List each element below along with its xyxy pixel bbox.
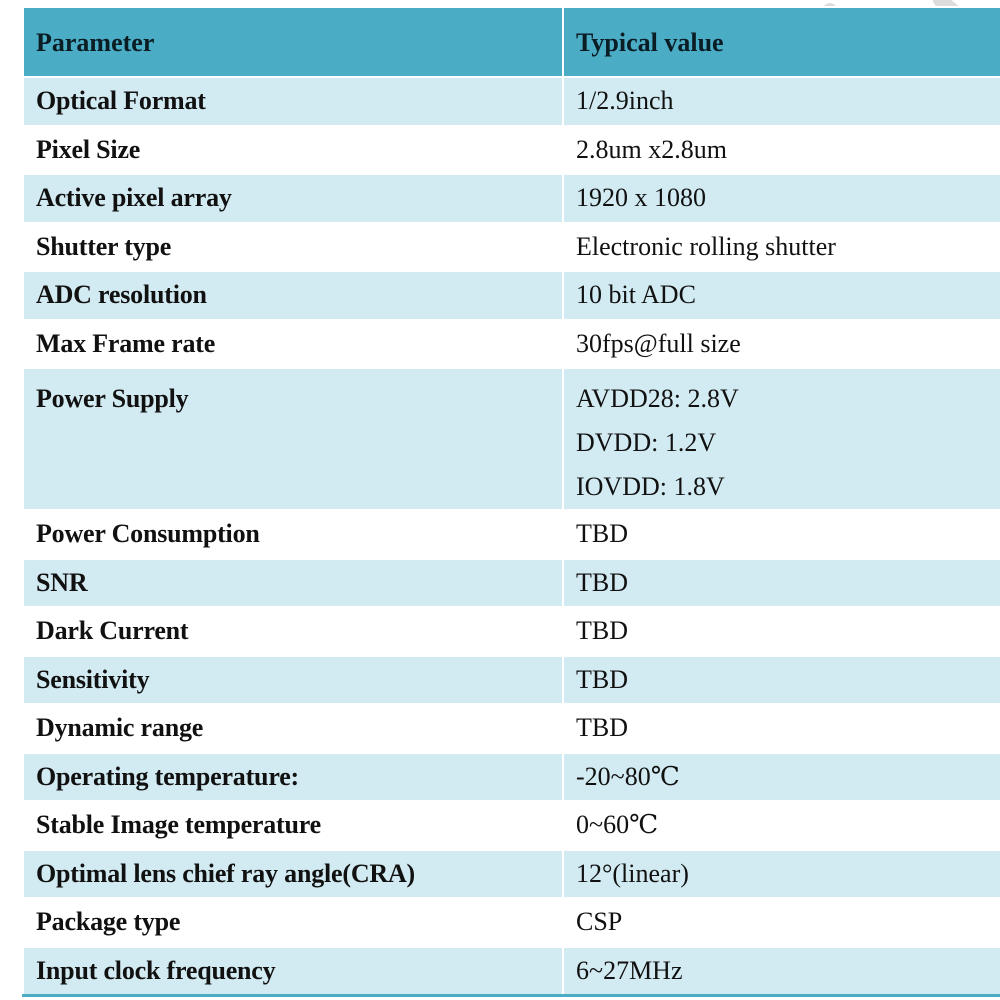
table-row: Dark Current TBD: [22, 606, 1000, 657]
table-row: Operating temperature: -20~80℃: [22, 751, 1000, 802]
row-value: TBD: [562, 703, 1000, 754]
row-value: -20~80℃: [562, 751, 1000, 802]
power-supply-label: Power Supply: [36, 384, 189, 413]
row-parameter: Active pixel array: [22, 173, 564, 224]
table-row-power-supply: Power Supply AVDD28: 2.8V DVDD: 1.2V IOV…: [22, 367, 1000, 511]
row-value: 10 bit ADC: [562, 270, 1000, 321]
header-typical-value: Typical value: [562, 6, 1000, 78]
row-value: 2.8um x2.8um: [562, 124, 1000, 175]
row-parameter: SNR: [22, 557, 564, 608]
table-row: Max Frame rate 30fps@full size: [22, 318, 1000, 369]
row-value: Electronic rolling shutter: [562, 221, 1000, 272]
table-row: Package type CSP: [22, 897, 1000, 948]
row-parameter: Stable Image temperature: [22, 800, 564, 851]
row-value: 1/2.9inch: [562, 76, 1000, 127]
row-value: AVDD28: 2.8V DVDD: 1.2V IOVDD: 1.8V: [562, 367, 1000, 511]
row-value: 30fps@full size: [562, 318, 1000, 369]
header-parameter: Parameter: [22, 6, 564, 78]
row-parameter: Power Supply: [22, 367, 564, 511]
table-row: Optical Format 1/2.9inch: [22, 76, 1000, 127]
table-row: ADC resolution 10 bit ADC: [22, 270, 1000, 321]
table-row: Power Consumption TBD: [22, 509, 1000, 560]
row-parameter: Optical Format: [22, 76, 564, 127]
row-value: TBD: [562, 606, 1000, 657]
row-value: 12°(linear): [562, 848, 1000, 899]
row-value: TBD: [562, 509, 1000, 560]
row-parameter: Package type: [22, 897, 564, 948]
row-parameter: ADC resolution: [22, 270, 564, 321]
table-row: Shutter type Electronic rolling shutter: [22, 221, 1000, 272]
row-parameter: Power Consumption: [22, 509, 564, 560]
row-value: 0~60℃: [562, 800, 1000, 851]
table-row: Active pixel array 1920 x 1080: [22, 173, 1000, 224]
table-row: Optimal lens chief ray angle(CRA) 12°(li…: [22, 848, 1000, 899]
table-header-row: Parameter Typical value: [22, 6, 1000, 78]
row-value: CSP: [562, 897, 1000, 948]
power-supply-avdd: AVDD28: 2.8V: [576, 384, 739, 413]
table-row: Input clock frequency 6~27MHz: [22, 945, 1000, 997]
row-parameter: Optimal lens chief ray angle(CRA): [22, 848, 564, 899]
row-parameter: Max Frame rate: [22, 318, 564, 369]
table-row: Stable Image temperature 0~60℃: [22, 800, 1000, 851]
power-supply-dvdd: DVDD: 1.2V: [576, 428, 717, 457]
row-parameter: Sensitivity: [22, 654, 564, 705]
table-row: Dynamic range TBD: [22, 703, 1000, 754]
row-parameter: Dark Current: [22, 606, 564, 657]
row-value: TBD: [562, 557, 1000, 608]
row-parameter: Operating temperature:: [22, 751, 564, 802]
row-value: 1920 x 1080: [562, 173, 1000, 224]
table-row: Pixel Size 2.8um x2.8um: [22, 124, 1000, 175]
power-supply-iovdd: IOVDD: 1.8V: [576, 472, 725, 501]
row-parameter: Pixel Size: [22, 124, 564, 175]
row-parameter: Shutter type: [22, 221, 564, 272]
row-value: 6~27MHz: [562, 945, 1000, 997]
spec-table: Parameter Typical value Optical Format 1…: [22, 6, 1000, 997]
table-row: Sensitivity TBD: [22, 654, 1000, 705]
row-parameter: Input clock frequency: [22, 945, 564, 997]
row-parameter: Dynamic range: [22, 703, 564, 754]
row-value: TBD: [562, 654, 1000, 705]
table-row: SNR TBD: [22, 557, 1000, 608]
